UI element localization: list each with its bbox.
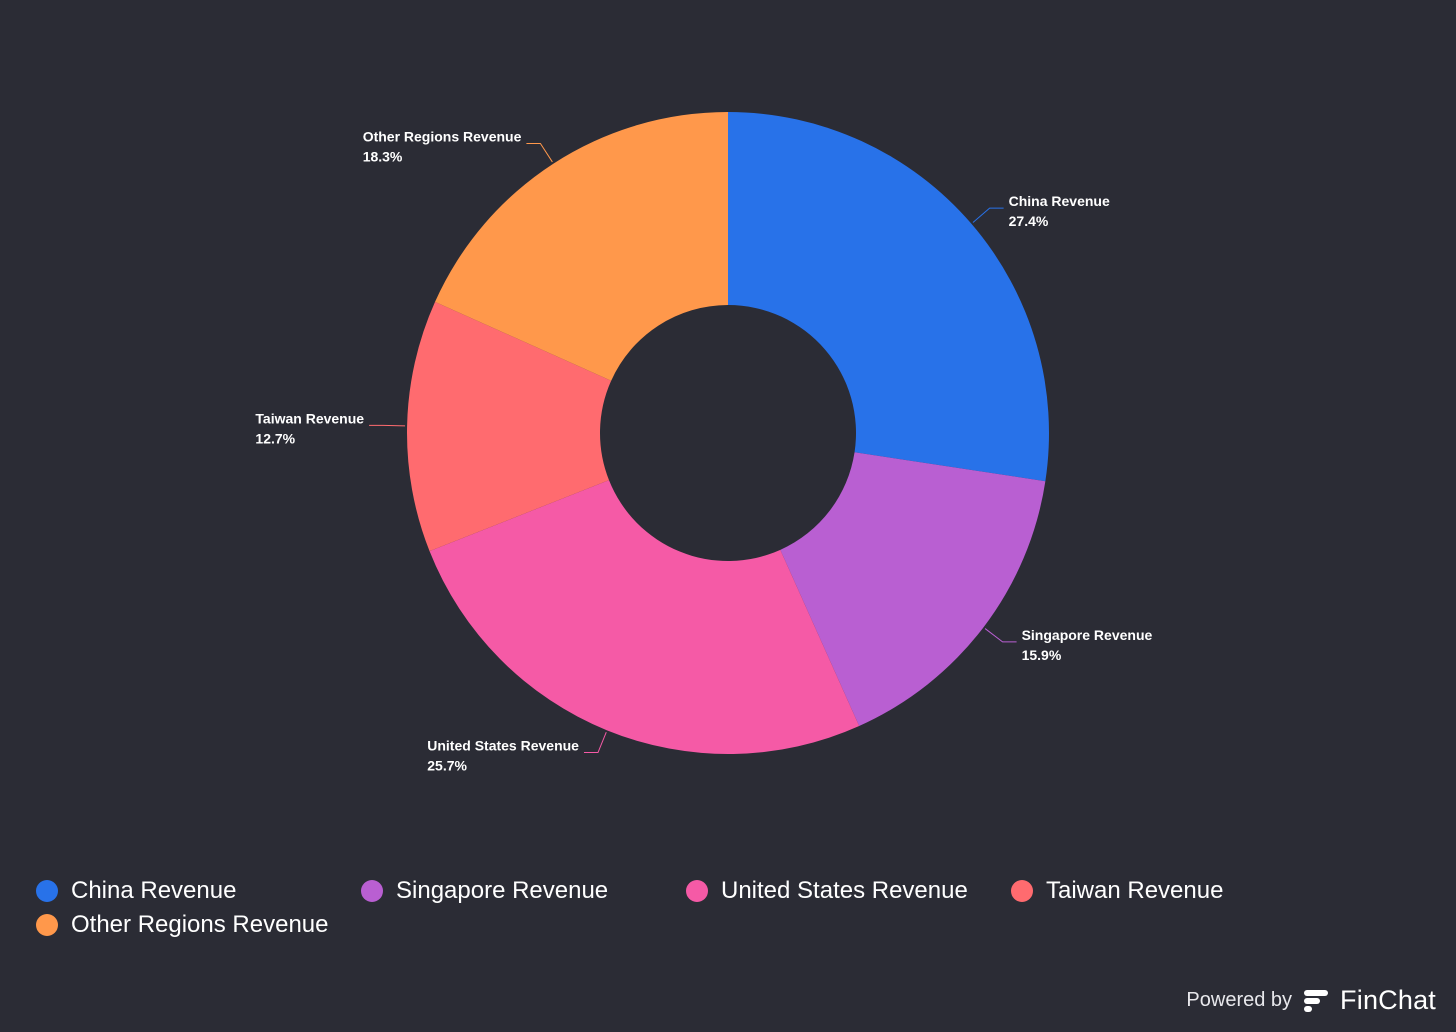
legend-dot-icon — [1011, 880, 1033, 902]
leader-line-united-states-revenue — [583, 731, 607, 754]
legend-label: China Revenue — [71, 877, 237, 904]
legend-label: United States Revenue — [721, 877, 968, 904]
donut-chart: China Revenue 27.4% Singapore Revenue 15.9%… — [255, 111, 1153, 774]
slice-label-other-regions-revenue: Other Regions Revenue — [363, 128, 522, 144]
slice-value-taiwan-revenue: 12.7% — [255, 430, 295, 446]
finchat-logo-icon — [1304, 989, 1329, 1012]
slice-label-china-revenue: China Revenue — [1009, 193, 1110, 209]
leader-line-singapore-revenue — [984, 628, 1017, 643]
legend-item-united-states-revenue[interactable]: United States Revenue — [686, 877, 1011, 904]
legend-item-taiwan-revenue[interactable]: Taiwan Revenue — [1011, 877, 1336, 904]
slice-other-regions-revenue[interactable] — [435, 111, 728, 381]
leader-line-china-revenue — [972, 207, 1004, 223]
slice-value-singapore-revenue: 15.9% — [1022, 647, 1062, 663]
slice-label-singapore-revenue: Singapore Revenue — [1022, 627, 1153, 643]
legend-dot-icon — [36, 914, 58, 936]
slice-value-china-revenue: 27.4% — [1009, 213, 1049, 229]
legend-label: Other Regions Revenue — [71, 911, 329, 938]
legend-item-other-regions-revenue[interactable]: Other Regions Revenue — [36, 911, 361, 938]
slice-label-taiwan-revenue: Taiwan Revenue — [255, 410, 364, 426]
brand-name: FinChat — [1340, 985, 1436, 1015]
slice-taiwan-revenue[interactable] — [407, 301, 612, 552]
chart-legend: China Revenue Singapore Revenue United Sta… — [36, 877, 1336, 938]
legend-label: Taiwan Revenue — [1046, 877, 1224, 904]
legend-dot-icon — [361, 880, 383, 902]
slice-united-states-revenue[interactable] — [429, 480, 860, 754]
slice-value-united-states-revenue: 25.7% — [427, 758, 467, 774]
legend-item-singapore-revenue[interactable]: Singapore Revenue — [361, 877, 686, 904]
slice-value-other-regions-revenue: 18.3% — [363, 148, 403, 164]
legend-label: Singapore Revenue — [396, 877, 609, 904]
slice-singapore-revenue[interactable] — [780, 452, 1046, 726]
legend-dot-icon — [36, 880, 58, 902]
slice-china-revenue[interactable] — [728, 112, 1049, 482]
powered-by-text: Powered by — [1186, 989, 1293, 1011]
legend-item-china-revenue[interactable]: China Revenue — [36, 877, 361, 904]
legend-dot-icon — [686, 880, 708, 902]
slice-label-united-states-revenue: United States Revenue — [427, 738, 579, 754]
branding: Powered by FinChat — [1186, 985, 1436, 1016]
leader-line-other-regions-revenue — [526, 142, 553, 163]
